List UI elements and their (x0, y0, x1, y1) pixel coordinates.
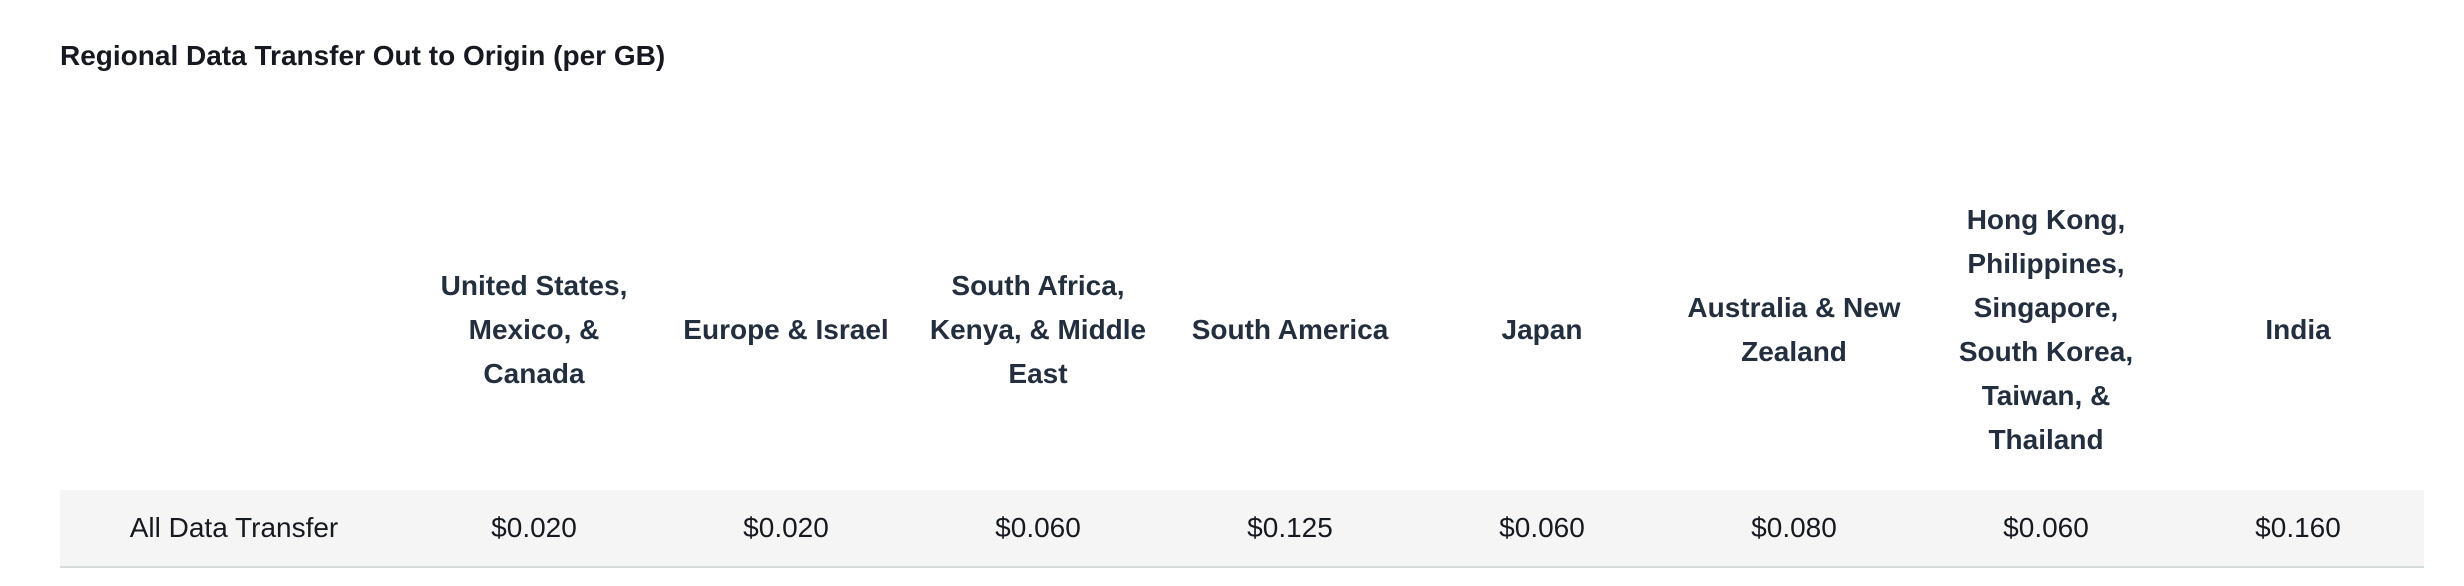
column-header: Europe & Israel (683, 314, 889, 345)
section-title: Regional Data Transfer Out to Origin (pe… (60, 40, 666, 71)
column-header: Japan (1501, 314, 1583, 345)
price-cell: $0.160 (2172, 490, 2424, 568)
column-header: South Africa, Kenya, & Middle East (929, 270, 1147, 389)
price-cell: $0.020 (660, 490, 912, 568)
row-label: All Data Transfer (60, 490, 408, 568)
price-cell: $0.060 (1920, 490, 2172, 568)
price-cell: $0.060 (1416, 490, 1668, 568)
price-cell: $0.020 (408, 490, 660, 568)
column-header: India (2265, 314, 2331, 345)
price-cell: $0.080 (1668, 490, 1920, 568)
table-row: All Data Transfer $0.020 $0.020 $0.060 $… (60, 490, 2424, 568)
price-cell: $0.060 (912, 490, 1164, 568)
column-header: Australia & New Zealand (1687, 292, 1901, 367)
header-corner-cell (60, 170, 408, 490)
column-header: United States, Mexico, & Canada (440, 270, 628, 389)
column-header: Hong Kong, Philippines, Singapore, South… (1958, 204, 2134, 455)
pricing-table: United States, Mexico, & Canada Europe &… (60, 170, 2424, 568)
price-cell: $0.125 (1164, 490, 1416, 568)
column-header: South America (1191, 314, 1389, 345)
table-header-row: United States, Mexico, & Canada Europe &… (60, 170, 2424, 490)
